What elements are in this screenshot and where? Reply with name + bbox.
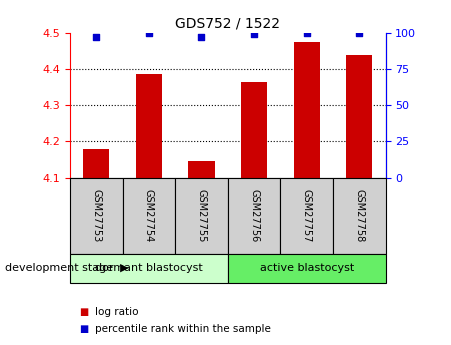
Bar <box>136 75 162 178</box>
Bar <box>241 82 267 178</box>
Text: GSM27756: GSM27756 <box>249 189 259 242</box>
Text: GSM27755: GSM27755 <box>197 189 207 242</box>
Text: development stage  ▶: development stage ▶ <box>5 263 128 273</box>
Point <box>303 30 310 36</box>
Text: GSM27754: GSM27754 <box>144 189 154 242</box>
Text: GSM27757: GSM27757 <box>302 189 312 242</box>
Text: GSM27758: GSM27758 <box>354 189 364 242</box>
Point <box>145 30 152 36</box>
Text: dormant blastocyst: dormant blastocyst <box>95 263 202 273</box>
Text: percentile rank within the sample: percentile rank within the sample <box>95 325 271 334</box>
Bar <box>83 149 110 178</box>
Point <box>198 34 205 40</box>
Title: GDS752 / 1522: GDS752 / 1522 <box>175 16 280 30</box>
Text: active blastocyst: active blastocyst <box>260 263 354 273</box>
Text: ■: ■ <box>79 325 88 334</box>
Point <box>92 34 100 40</box>
Text: GSM27753: GSM27753 <box>91 189 101 242</box>
Point <box>356 30 363 36</box>
Text: ■: ■ <box>79 307 88 317</box>
Bar <box>346 55 373 178</box>
Text: log ratio: log ratio <box>95 307 138 317</box>
Bar <box>294 42 320 178</box>
Point <box>250 31 258 37</box>
Bar <box>189 161 215 178</box>
